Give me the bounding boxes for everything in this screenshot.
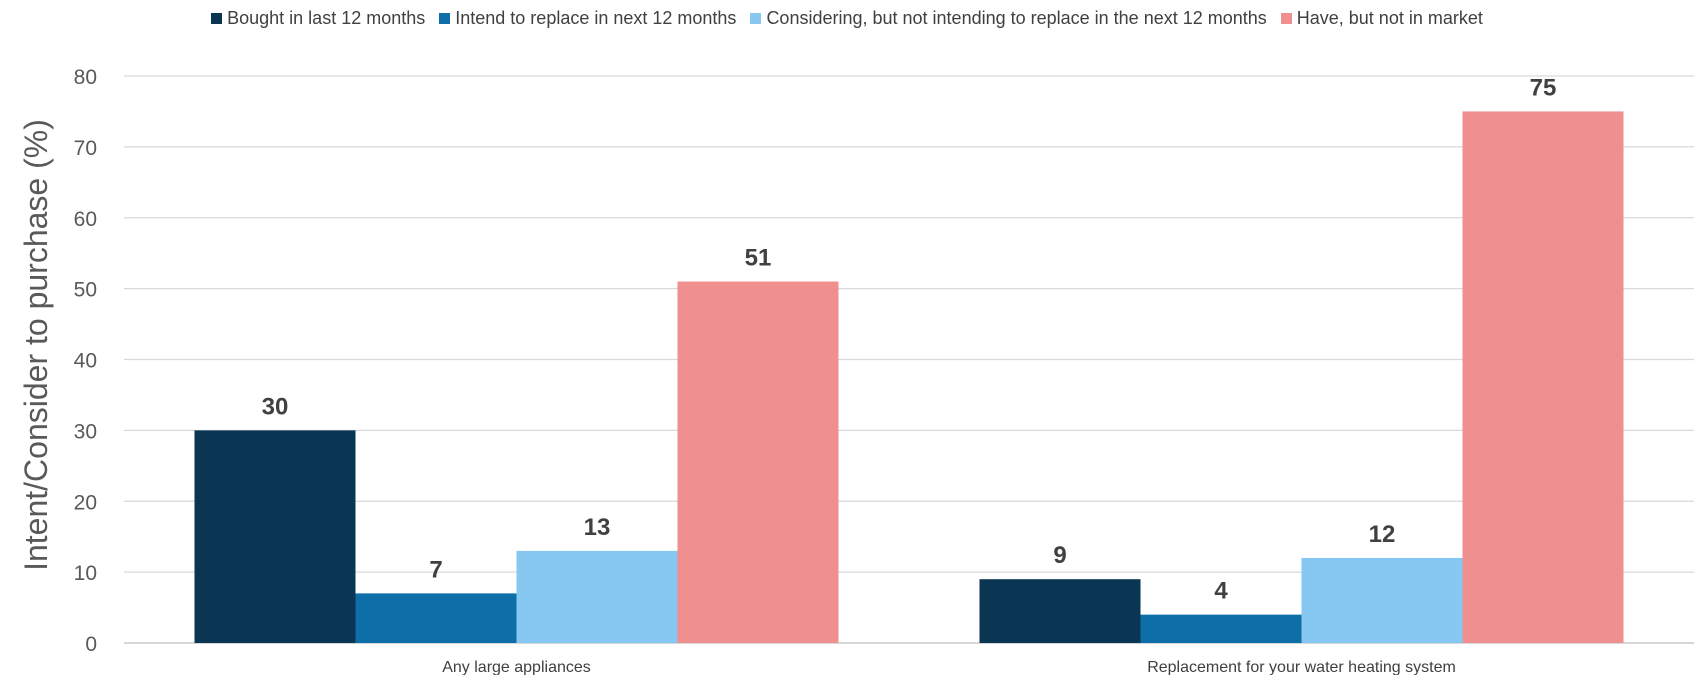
x-category-label: Replacement for your water heating syste…	[1147, 659, 1456, 675]
bars	[195, 111, 1624, 643]
bar	[1302, 558, 1463, 643]
bar	[1463, 111, 1624, 643]
x-category-label: Any large appliances	[442, 659, 591, 675]
y-axis-title: Intent/Consider to purchase (%)	[18, 119, 54, 571]
data-label: 30	[262, 393, 289, 420]
y-axis-ticks: 0 10 20 30 40 50 60 70 80	[74, 66, 97, 656]
bar	[1141, 615, 1302, 643]
bar	[517, 551, 678, 643]
y-tick-label: 30	[74, 420, 97, 443]
data-label: 51	[745, 245, 772, 272]
data-label: 12	[1369, 521, 1396, 548]
data-label: 4	[1214, 578, 1228, 605]
y-tick-label: 20	[74, 491, 97, 514]
y-tick-label: 70	[74, 137, 97, 160]
bar	[356, 593, 517, 643]
data-labels: 30 7 13 51 9 4 12 75	[262, 74, 1557, 604]
bar	[678, 282, 839, 643]
y-tick-label: 40	[74, 350, 97, 373]
bar	[195, 430, 356, 643]
y-tick-label: 50	[74, 279, 97, 302]
bar	[980, 579, 1141, 643]
data-label: 75	[1530, 74, 1557, 101]
data-label: 9	[1053, 542, 1066, 569]
data-label: 13	[584, 514, 611, 541]
x-axis-categories: Any large appliances Replacement for your…	[442, 659, 1456, 675]
y-tick-label: 60	[74, 208, 97, 231]
y-tick-label: 80	[74, 66, 97, 89]
y-tick-label: 10	[74, 562, 97, 585]
y-tick-label: 0	[85, 633, 97, 656]
data-label: 7	[429, 556, 442, 583]
